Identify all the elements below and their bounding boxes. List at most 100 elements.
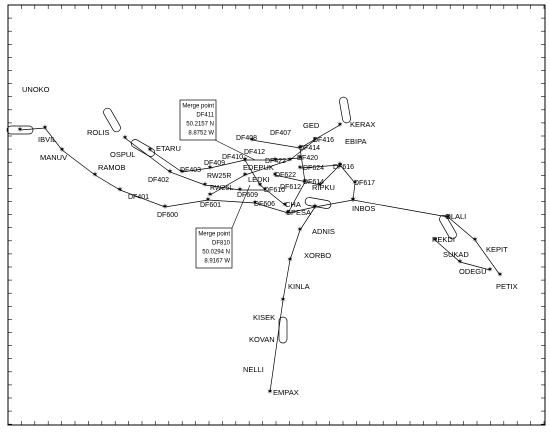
route (299, 164, 356, 201)
waypoint-label: KOVAN (249, 335, 275, 344)
waypoint-label: CHA (285, 200, 301, 209)
waypoint-star: ✶ (312, 135, 319, 144)
waypoint-label: DF414 (299, 145, 320, 152)
route (149, 149, 301, 173)
waypoint-label: KERAX (350, 120, 375, 129)
route (269, 206, 316, 393)
waypoint-star: ✶ (92, 170, 99, 179)
merge-text: 8.8752 W (188, 131, 214, 137)
waypoint-star: ✶ (267, 387, 274, 396)
merge-text: 50.2157 N (186, 122, 214, 128)
route (124, 137, 265, 191)
waypoint-star: ✶ (297, 225, 304, 234)
waypoint-star: ✶ (207, 163, 214, 172)
waypoint-label: ODEGU (459, 267, 487, 276)
waypoint-label: DF410 (222, 154, 243, 161)
waypoint-label: DF606 (254, 201, 275, 208)
route (274, 164, 341, 186)
waypoint-star: ✶ (317, 180, 324, 189)
waypoint-star: ✶ (167, 167, 174, 176)
waypoint-star: ✶ (337, 160, 344, 169)
waypoint-star: ✶ (17, 125, 24, 134)
waypoint-star: ✶ (237, 185, 244, 194)
waypoint-star: ✶ (262, 185, 269, 194)
merge-text: DF411 (196, 113, 214, 119)
holding-pattern (439, 214, 457, 240)
waypoint-star: ✶ (179, 167, 186, 176)
waypoint-star: ✶ (242, 155, 249, 164)
waypoint-label: NELLI (243, 365, 264, 374)
waypoint-label: KISEK (253, 313, 275, 322)
waypoint-star: ✶ (352, 178, 359, 187)
waypoint-label: PETIX (496, 282, 518, 291)
waypoint-label: DF616 (333, 164, 354, 171)
waypoint-label: DF416 (313, 137, 334, 144)
waypoint-label: ROLIS (87, 128, 110, 137)
waypoint-label: DF624 (303, 165, 324, 172)
waypoint-label: DF420 (297, 155, 318, 162)
waypoint-star: ✶ (297, 153, 304, 162)
waypoint-label: DF601 (200, 202, 221, 209)
waypoint-label: ADNIS (312, 227, 335, 236)
waypoint-star: ✶ (59, 145, 66, 154)
waypoint-label: DF600 (157, 212, 178, 219)
merge-text: 8.9167 W (204, 259, 230, 265)
merge-box (179, 99, 217, 141)
holding-pattern (278, 316, 288, 344)
waypoint-label: EMPAX (273, 388, 299, 397)
frame-ticks (7, 4, 545, 425)
waypoint-label: INBOS (352, 204, 375, 213)
waypoint-label: DF612 (280, 184, 301, 191)
waypoint-star: ✶ (249, 135, 256, 144)
holding-pattern (339, 96, 351, 124)
merge-text: Merge point (198, 232, 230, 238)
holding-pattern (103, 107, 121, 133)
waypoint-star: ✶ (162, 202, 169, 211)
waypoint-star: ✶ (432, 235, 439, 244)
waypoint-label: DF614 (303, 179, 324, 186)
waypoint-label: ETARU (156, 144, 181, 153)
waypoint-star: ✶ (472, 235, 479, 244)
waypoint-star: ✶ (457, 257, 464, 266)
waypoint-label: DF609 (237, 192, 258, 199)
waypoint-star: ✶ (207, 190, 214, 199)
waypoint-star: ✶ (202, 180, 209, 189)
waypoint-star: ✶ (205, 195, 212, 204)
waypoint-star: ✶ (337, 160, 344, 169)
waypoint-label: DF401 (128, 194, 149, 201)
merge-box (195, 227, 233, 269)
holding-pattern (304, 197, 332, 209)
waypoint-label: RW25L (210, 185, 233, 192)
routes: ✶ ✶✶✶✶✶✶ ✶✶✶✶✶✶✶✶✶✶✶ ✶✶✶ ✶✶ ✶ ✶✶✶✶✶✶✶✶✶ ✶✶✶✶✶✶✶… (6, 96, 504, 396)
waypoint-star: ✶ (242, 170, 249, 179)
waypoint-star: ✶ (287, 155, 294, 164)
waypoint-star: ✶ (497, 270, 504, 279)
waypoint-star: ✶ (337, 120, 344, 129)
waypoint-label: DF409 (204, 160, 225, 167)
waypoint-star: ✶ (302, 177, 309, 186)
waypoint-label: LEDKI (248, 175, 270, 184)
waypoint-star: ✶ (242, 155, 249, 164)
waypoint-star: ✶ (297, 163, 304, 172)
waypoint-label: DF617 (354, 180, 375, 187)
waypoint-star: ✶ (257, 180, 264, 189)
waypoint-label: DF610 (264, 187, 285, 194)
route (244, 159, 286, 206)
waypoint-star: ✶ (147, 145, 154, 154)
leader-line (231, 184, 251, 229)
waypoint-label: DF412 (244, 149, 265, 156)
waypoint-label: SPESA (286, 208, 311, 217)
waypoint-star: ✶ (285, 208, 292, 217)
waypoint-label: KEPIT (486, 245, 508, 254)
waypoint-label: EDEPUK (243, 163, 274, 172)
waypoint-label: OLALI (445, 212, 466, 221)
waypoint-label: EBIPA (345, 137, 367, 146)
waypoint-label: DF422 (265, 158, 286, 165)
waypoint-label: DF622 (275, 172, 296, 179)
waypoint-label: DF402 (148, 177, 169, 184)
waypoint-label: UNOKO (22, 85, 50, 94)
waypoint-label: RW25R (207, 173, 231, 180)
waypoint-label: RIPKU (312, 183, 335, 192)
waypoint-label: DF403 (180, 167, 201, 174)
